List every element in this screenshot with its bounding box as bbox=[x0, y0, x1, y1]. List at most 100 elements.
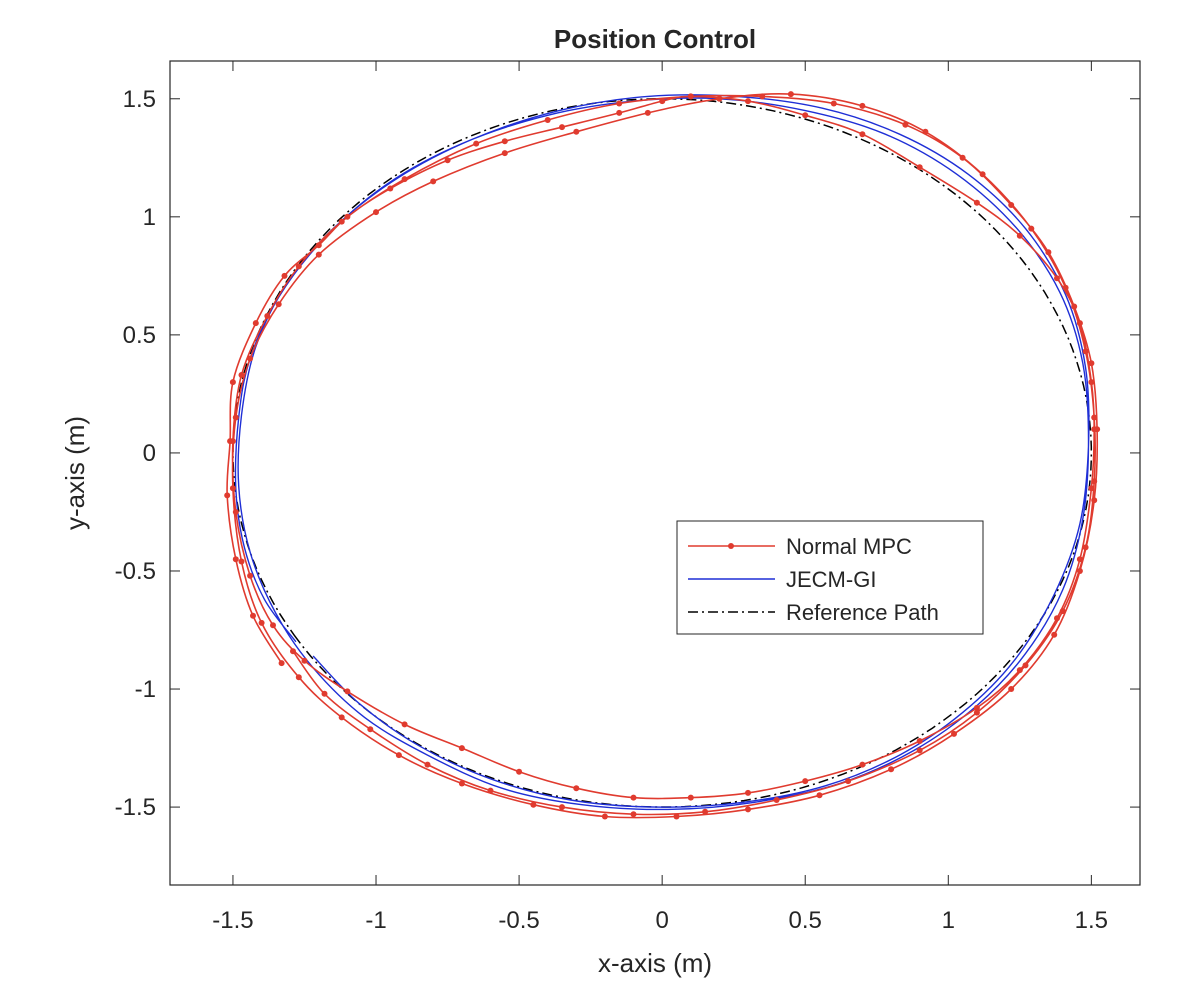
series-point-normal-mpc bbox=[1088, 379, 1095, 386]
series-point-normal-mpc bbox=[1076, 568, 1083, 574]
series-point-normal-mpc bbox=[1022, 662, 1029, 669]
x-tick-label: -0.5 bbox=[498, 907, 539, 934]
series-layer bbox=[224, 91, 1101, 820]
series-point-normal-mpc bbox=[224, 492, 231, 499]
series-point-normal-mpc bbox=[1045, 249, 1052, 256]
series-point-normal-mpc bbox=[973, 199, 980, 206]
series-point-normal-mpc bbox=[424, 761, 431, 768]
series-point-normal-mpc bbox=[295, 674, 302, 681]
series-point-normal-mpc bbox=[295, 263, 302, 270]
y-axis-label: y-axis (m) bbox=[60, 416, 90, 530]
series-point-normal-mpc bbox=[1082, 544, 1089, 551]
series-point-normal-mpc bbox=[888, 766, 895, 773]
series-point-normal-mpc bbox=[1054, 275, 1060, 282]
series-point-normal-mpc bbox=[501, 150, 508, 157]
series-point-normal-mpc bbox=[559, 804, 565, 811]
series-point-normal-mpc bbox=[247, 355, 254, 362]
legend-box bbox=[676, 520, 984, 635]
series-point-normal-mpc bbox=[745, 806, 751, 813]
series-point-normal-mpc bbox=[444, 157, 451, 164]
series-point-normal-mpc bbox=[344, 688, 351, 695]
series-point-normal-mpc bbox=[290, 648, 296, 655]
series-point-normal-mpc bbox=[616, 100, 623, 107]
series-point-normal-mpc bbox=[338, 218, 345, 225]
y-tick-label: -1 bbox=[135, 676, 156, 703]
series-point-normal-mpc bbox=[759, 93, 766, 100]
series-point-normal-mpc bbox=[716, 95, 723, 102]
y-tick-label: 1.5 bbox=[123, 86, 156, 113]
series-point-normal-mpc bbox=[559, 124, 565, 131]
y-tick-label: -1.5 bbox=[115, 794, 156, 821]
series-point-normal-mpc bbox=[1071, 303, 1078, 310]
series-point-normal-mpc bbox=[1016, 232, 1023, 239]
series-point-normal-mpc bbox=[845, 778, 852, 785]
series-point-normal-mpc bbox=[544, 117, 551, 123]
series-point-normal-mpc bbox=[773, 797, 780, 803]
series-point-normal-mpc bbox=[687, 93, 694, 100]
series-point-normal-mpc bbox=[973, 709, 980, 716]
series-point-normal-mpc bbox=[401, 721, 408, 728]
series-point-normal-mpc bbox=[315, 251, 322, 258]
series-point-normal-mpc bbox=[401, 176, 408, 183]
series-point-normal-mpc bbox=[979, 171, 986, 178]
series-point-normal-mpc bbox=[278, 660, 285, 667]
series-point-normal-mpc bbox=[1091, 414, 1098, 421]
series-point-normal-mpc bbox=[802, 112, 809, 119]
series-point-normal-mpc bbox=[1028, 225, 1035, 232]
series-point-normal-mpc bbox=[916, 738, 923, 744]
series-point-normal-mpc bbox=[247, 572, 254, 579]
plot-area bbox=[170, 61, 1140, 885]
y-tick-label: 0 bbox=[143, 440, 156, 467]
legend-label-jecm-gi: JECM-GI bbox=[786, 567, 876, 592]
series-point-normal-mpc bbox=[1076, 320, 1083, 327]
tick-layer: -1.5 -1 -0.5 0 0.5 1 1.5 -1.5 -1 -0.5 0 0.5 1 1.5 bbox=[115, 61, 1140, 934]
series-point-normal-mpc bbox=[745, 789, 751, 796]
series-point-normal-mpc bbox=[367, 726, 374, 733]
series-point-normal-mpc bbox=[702, 808, 709, 815]
series-point-normal-mpc bbox=[1091, 478, 1098, 485]
series-point-normal-mpc bbox=[959, 154, 966, 161]
legend-marker-normal-mpc bbox=[728, 543, 734, 549]
chart-title: Position Control bbox=[554, 24, 756, 54]
x-tick-label: -1.5 bbox=[212, 907, 253, 934]
series-point-normal-mpc bbox=[859, 761, 866, 768]
series-point-normal-mpc bbox=[687, 794, 694, 801]
series-point-normal-mpc bbox=[1076, 556, 1083, 563]
series-point-normal-mpc bbox=[430, 178, 437, 185]
series-point-normal-mpc bbox=[916, 747, 923, 754]
series-point-normal-mpc bbox=[315, 242, 322, 249]
y-tick-label: 1 bbox=[143, 204, 156, 231]
series-point-normal-mpc bbox=[229, 379, 236, 386]
x-tick-label: 0.5 bbox=[789, 907, 822, 934]
series-point-normal-mpc bbox=[902, 121, 909, 128]
series-point-normal-mpc bbox=[1082, 348, 1089, 355]
series-point-normal-mpc bbox=[281, 272, 288, 279]
legend-label-reference-path: Reference Path bbox=[786, 600, 939, 625]
series-point-normal-mpc bbox=[1088, 485, 1095, 492]
series-point-normal-mpc bbox=[1062, 284, 1069, 291]
series-point-normal-mpc bbox=[973, 704, 980, 711]
series-point-normal-mpc bbox=[859, 131, 866, 138]
legend-label-normal-mpc: Normal MPC bbox=[786, 534, 912, 559]
series-point-normal-mpc bbox=[573, 128, 580, 135]
series-point-normal-mpc bbox=[264, 313, 271, 319]
series-point-normal-mpc bbox=[787, 91, 794, 98]
series-point-normal-mpc bbox=[745, 98, 751, 105]
series-point-normal-mpc bbox=[1059, 608, 1066, 615]
series-point-normal-mpc bbox=[516, 768, 523, 775]
series-point-normal-mpc bbox=[1088, 360, 1095, 367]
series-point-normal-mpc bbox=[229, 485, 236, 492]
series-point-normal-mpc bbox=[338, 714, 345, 721]
series-point-normal-mpc bbox=[530, 801, 537, 808]
series-point-normal-mpc bbox=[1094, 426, 1101, 433]
series-point-normal-mpc bbox=[673, 813, 680, 820]
series-point-normal-mpc bbox=[644, 109, 651, 116]
series-point-normal-mpc bbox=[275, 301, 282, 308]
legend: Normal MPC JECM-GI Reference Path bbox=[676, 520, 984, 635]
series-point-normal-mpc bbox=[951, 730, 957, 737]
series-point-normal-mpc bbox=[395, 752, 402, 759]
series-point-normal-mpc bbox=[321, 690, 328, 697]
series-point-normal-mpc bbox=[373, 209, 379, 216]
series-point-normal-mpc bbox=[258, 619, 265, 626]
